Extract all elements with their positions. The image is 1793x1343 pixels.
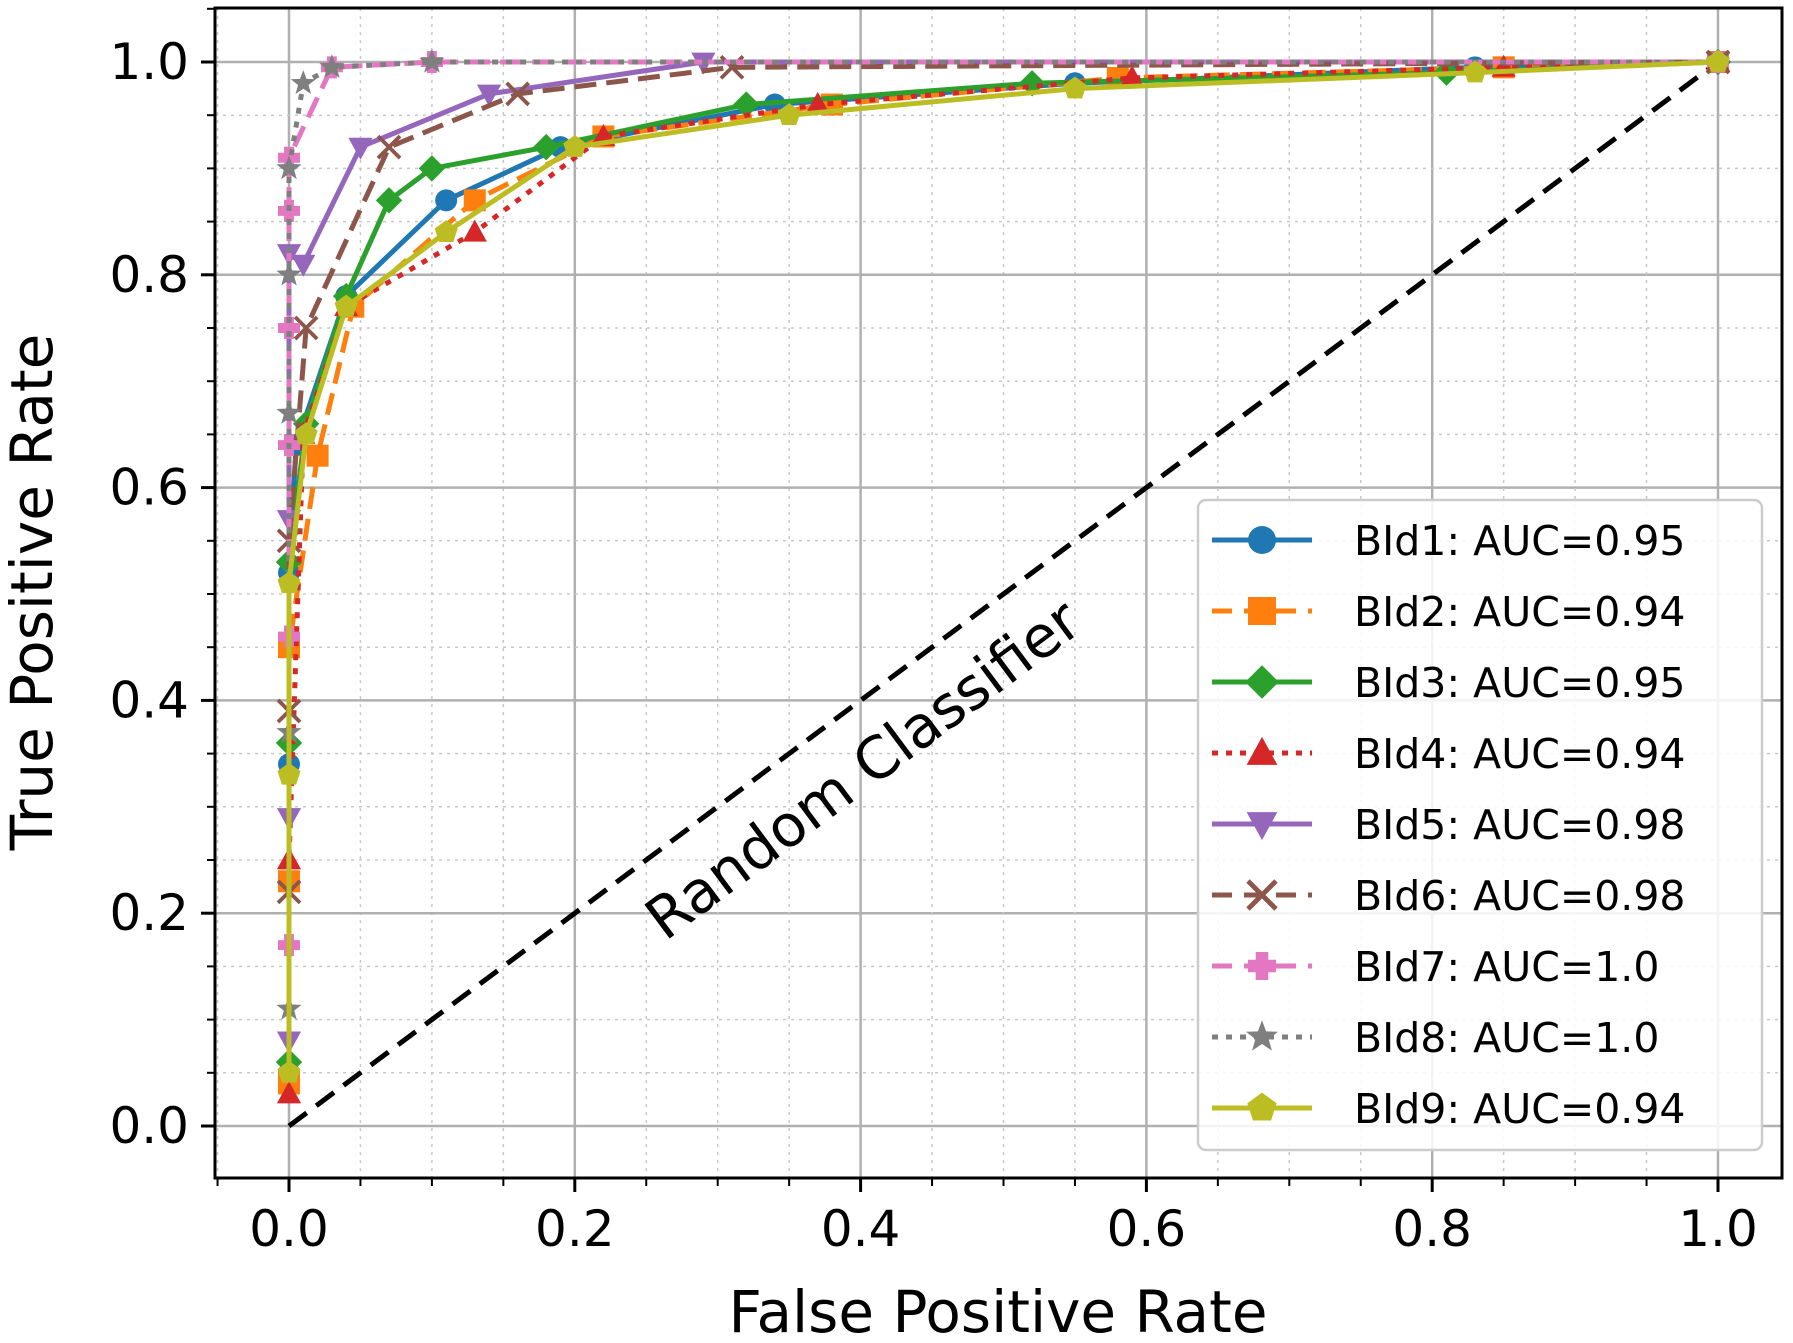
legend-marker	[1246, 1020, 1278, 1051]
data-point	[462, 219, 487, 242]
legend-label: BId4: AUC=0.94	[1354, 730, 1686, 778]
legend-entry: BId4: AUC=0.94	[1212, 730, 1686, 778]
data-point	[277, 571, 301, 594]
legend-marker	[1245, 665, 1279, 699]
data-point	[533, 133, 560, 161]
x-tick-label: 0.6	[1107, 1200, 1187, 1258]
data-point	[294, 422, 318, 445]
legend-box	[1196, 498, 1764, 1152]
x-tick-label: 0.0	[249, 1200, 329, 1258]
data-point	[276, 155, 302, 180]
legend-label: BId2: AUC=0.94	[1354, 588, 1686, 636]
y-tick-label: 0.8	[109, 246, 189, 304]
legend-marker	[1246, 736, 1278, 765]
legend-label: BId1: AUC=0.95	[1354, 517, 1686, 565]
legend-label: BId6: AUC=0.98	[1354, 872, 1686, 920]
legend-entry: BId6: AUC=0.98	[1212, 872, 1686, 920]
legend-entry: BId9: AUC=0.94	[1212, 1085, 1686, 1133]
ticks-layer: 0.0 0.2 0.4 0.6 0.8 1.0 0.0 0.2 0.4 0.6 0.8 1.0	[109, 7, 1758, 1258]
data-point	[276, 261, 302, 286]
data-point	[290, 70, 316, 94]
legend: BId1: AUC=0.95 BId2: AUC=0.94 BId3: AUC=0.…	[1196, 498, 1764, 1152]
data-point	[278, 317, 300, 339]
x-tick-label: 0.4	[821, 1200, 901, 1258]
data-point	[434, 220, 458, 243]
data-point	[563, 135, 587, 157]
legend-entry: BId2: AUC=0.94	[1212, 588, 1686, 636]
series-layer	[275, 48, 1732, 1104]
legend-entry: BId1: AUC=0.95	[1212, 517, 1686, 565]
legend-entry: BId3: AUC=0.95	[1212, 659, 1686, 707]
data-point	[306, 444, 329, 467]
data-point	[777, 103, 801, 125]
data-point	[1018, 70, 1046, 97]
data-point	[376, 134, 402, 160]
data-point	[1063, 76, 1087, 99]
data-point	[276, 1081, 302, 1104]
data-point	[476, 84, 502, 107]
y-tick-label: 1.0	[109, 33, 189, 91]
legend-entry: BId7: AUC=1.0	[1212, 943, 1659, 991]
data-point	[277, 762, 301, 785]
data-point	[1120, 65, 1145, 88]
data-point	[276, 399, 302, 424]
random-classifier-line	[287, 59, 1720, 1129]
baseline-layer	[287, 59, 1720, 1129]
x-tick-label: 1.0	[1678, 1200, 1758, 1258]
legend-marker	[1248, 597, 1276, 625]
x-axis-title: False Positive Rate	[728, 1278, 1267, 1343]
data-point	[348, 137, 373, 160]
data-point	[435, 189, 458, 212]
legend-marker	[1246, 812, 1278, 841]
legend-marker	[1248, 952, 1276, 980]
data-point	[805, 91, 830, 114]
data-point	[334, 294, 358, 317]
legend-entry: BId5: AUC=0.98	[1212, 801, 1686, 849]
legend-label: BId7: AUC=1.0	[1354, 943, 1659, 991]
x-tick-label: 0.8	[1392, 1200, 1472, 1258]
legend-label: BId9: AUC=0.94	[1354, 1085, 1686, 1133]
data-point	[277, 1060, 301, 1083]
data-point	[1463, 60, 1487, 83]
legend-label: BId5: AUC=0.98	[1354, 801, 1686, 849]
data-point	[293, 315, 319, 341]
data-point	[418, 155, 446, 182]
data-point	[375, 187, 403, 214]
data-point	[463, 189, 486, 212]
legend-entry: BId8: AUC=1.0	[1212, 1014, 1659, 1062]
y-tick-label: 0.2	[109, 884, 189, 942]
data-point	[505, 81, 531, 107]
legend-label: BId3: AUC=0.95	[1354, 659, 1686, 707]
y-tick-label: 0.0	[109, 1097, 189, 1155]
legend-marker	[1246, 879, 1278, 911]
y-tick-label: 0.4	[109, 671, 189, 729]
legend-marker	[1248, 526, 1276, 554]
legend-label: BId8: AUC=1.0	[1354, 1014, 1659, 1062]
data-point	[291, 254, 316, 277]
data-point	[733, 91, 760, 118]
legend-marker	[1247, 1092, 1277, 1121]
y-axis-title: True Positive Rate	[0, 334, 66, 852]
data-point	[319, 54, 345, 78]
x-tick-label: 0.2	[535, 1200, 615, 1258]
random-classifier-annotation: Random Classifier	[633, 586, 1093, 953]
y-tick-label: 0.6	[109, 459, 189, 517]
data-point	[1706, 49, 1730, 72]
series-9	[277, 49, 1730, 1083]
data-point	[419, 48, 445, 73]
series-line	[286, 59, 1719, 1095]
